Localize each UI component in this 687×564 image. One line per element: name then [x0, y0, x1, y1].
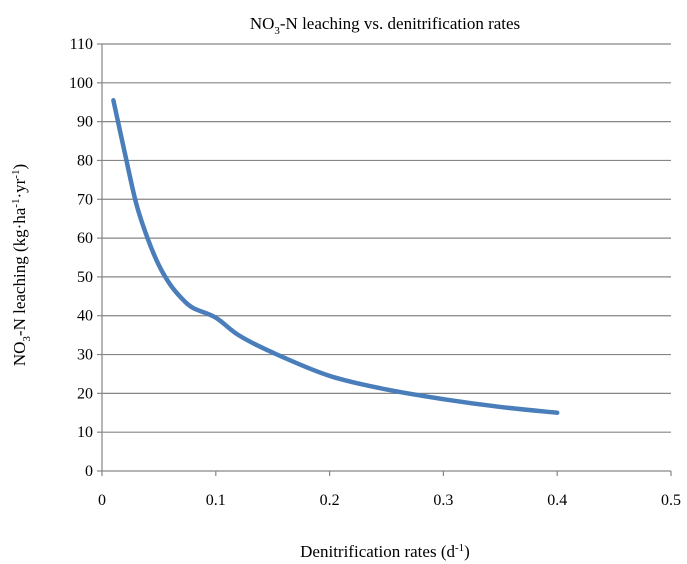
x-tick-labels: 0 0.1 0.2 0.3 0.4 0.5 — [98, 471, 681, 509]
chart-title-post: -N leaching vs. denitrification rates — [280, 14, 520, 33]
y-axis-label: NO3-N leaching (kg·ha-1·yr-1) — [10, 164, 33, 366]
series-group — [111, 98, 560, 416]
x-axis-label-pre: Denitrification rates (d — [300, 542, 455, 561]
chart-title: NO3-N leaching vs. denitrification rates — [250, 14, 520, 37]
x-tick-label: 0.4 — [547, 492, 567, 509]
y-tick-label: 90 — [77, 114, 93, 131]
x-axis-label: Denitrification rates (d-1) — [300, 542, 470, 561]
y-axis-label-mid2: ·yr — [10, 178, 29, 198]
data-point — [215, 317, 217, 319]
y-tick-label: 60 — [77, 230, 93, 247]
data-point — [329, 375, 331, 377]
y-tick-label: 70 — [77, 191, 93, 208]
y-axis-label-post: ) — [10, 164, 29, 170]
y-tick-label: 50 — [77, 269, 93, 286]
data-point — [169, 284, 171, 286]
data-point — [499, 406, 501, 408]
data-point — [135, 202, 137, 204]
x-axis-label-post: ) — [464, 542, 470, 561]
y-tick-label: 10 — [77, 424, 93, 441]
data-point — [158, 264, 160, 266]
data-point — [112, 99, 114, 101]
data-point — [146, 237, 149, 239]
gridlines — [102, 43, 671, 433]
chart-title-pre: NO — [250, 14, 275, 33]
data-point — [385, 388, 388, 391]
x-tick-label: 0.1 — [206, 492, 226, 509]
data-point — [124, 152, 126, 154]
y-tick-label: 80 — [77, 152, 93, 169]
y-axis-label-sub: 3 — [21, 336, 33, 342]
data-point — [237, 334, 240, 336]
y-tick-label: 100 — [69, 75, 93, 92]
chart-title-sub: 3 — [274, 25, 280, 37]
x-tick-label: 0 — [98, 492, 106, 509]
x-tick-label: 0.5 — [661, 492, 681, 509]
y-tick-label: 110 — [70, 36, 93, 53]
y-tick-label: 30 — [77, 347, 93, 364]
data-point — [442, 398, 444, 400]
series-line — [111, 98, 560, 416]
data-point — [181, 297, 183, 299]
data-point — [192, 307, 194, 309]
y-tick-label: 20 — [77, 385, 93, 402]
data-point — [272, 352, 274, 354]
axes — [101, 44, 671, 472]
y-tick-label: 40 — [77, 308, 93, 325]
data-point — [556, 412, 558, 414]
x-tick-label: 0.3 — [433, 492, 453, 509]
y-axis-label-pre: NO — [10, 342, 29, 367]
y-axis-label-sup1: -1 — [10, 199, 22, 208]
y-tick-labels: 0 10 20 30 40 50 60 70 80 90 100 110 — [69, 36, 102, 480]
x-axis-label-sup: -1 — [455, 542, 464, 554]
y-tick-label: 0 — [85, 463, 93, 480]
y-axis-label-sup2: -1 — [10, 170, 22, 179]
x-tick-label: 0.2 — [320, 492, 340, 509]
y-axis-label-mid: -N leaching (kg·ha — [10, 207, 29, 336]
